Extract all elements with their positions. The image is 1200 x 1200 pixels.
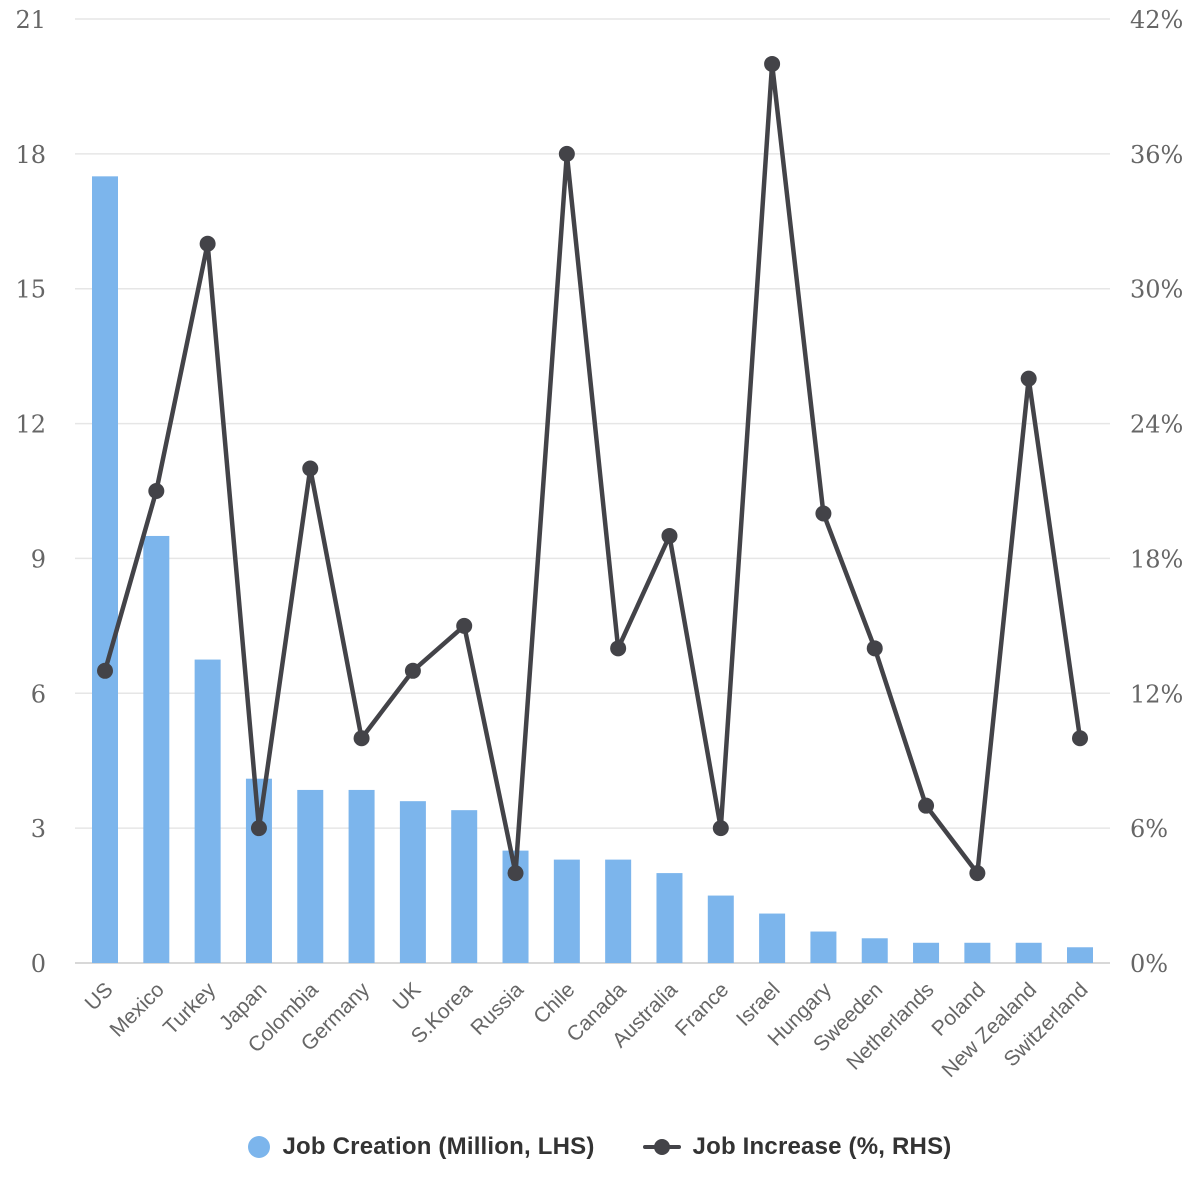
line-point-turkey[interactable] — [199, 235, 216, 252]
y-axis-tick-label-right-30: 30% — [1130, 276, 1183, 304]
y-axis-tick-label-right-18: 18% — [1130, 545, 1183, 573]
legend-item-job-increase[interactable]: Job Increase (%, RHS) — [642, 1133, 952, 1161]
bar-chile[interactable] — [553, 859, 580, 963]
bar-israel[interactable] — [759, 913, 786, 963]
y-axis-tick-label-left-3: 3 — [31, 815, 46, 843]
line-series-swatch-icon — [642, 1138, 681, 1156]
bar-us[interactable] — [92, 176, 118, 964]
bar-canada[interactable] — [605, 859, 632, 963]
line-point-poland[interactable] — [969, 865, 986, 882]
bar-poland[interactable] — [964, 942, 991, 963]
bar-turkey[interactable] — [194, 659, 221, 963]
y-axis-tick-label-left-21: 21 — [15, 6, 46, 34]
y-axis-tick-label-right-36: 36% — [1130, 141, 1183, 169]
bar-colombia[interactable] — [297, 789, 324, 963]
bar-uk[interactable] — [399, 801, 426, 963]
line-point-israel[interactable] — [764, 55, 781, 72]
x-axis-label-us: US — [81, 978, 118, 1015]
line-point-hungary[interactable] — [815, 505, 832, 522]
line-point-canada[interactable] — [610, 640, 627, 657]
bar-mexico[interactable] — [143, 535, 170, 963]
line-point-australia[interactable] — [661, 527, 678, 544]
x-axis-label-turkey: Turkey — [159, 978, 220, 1039]
x-axis-label-mexico: Mexico — [106, 978, 169, 1041]
line-point-germany[interactable] — [353, 730, 370, 747]
line-point-russia[interactable] — [507, 865, 524, 882]
x-axis-label-russia: Russia — [466, 978, 528, 1040]
y-axis-tick-label-left-12: 12 — [15, 411, 46, 439]
bar-germany[interactable] — [348, 789, 375, 963]
x-axis-label-france: France — [671, 978, 733, 1040]
line-point-uk[interactable] — [404, 662, 421, 679]
y-axis-tick-label-left-6: 6 — [31, 680, 46, 708]
chart-legend: Job Creation (Million, LHS) Job Increase… — [0, 1122, 1200, 1172]
bar-australia[interactable] — [656, 873, 683, 963]
legend-label-job-creation: Job Creation (Million, LHS) — [282, 1133, 595, 1160]
line-point-japan[interactable] — [250, 820, 267, 837]
bar-sweeden[interactable] — [861, 938, 888, 963]
y-axis-tick-label-right-24: 24% — [1130, 411, 1183, 439]
y-axis-tick-label-right-6: 6% — [1130, 815, 1168, 843]
y-axis-tick-label-left-9: 9 — [31, 545, 46, 573]
line-point-sweeden[interactable] — [866, 640, 883, 657]
legend-label-job-increase: Job Increase (%, RHS) — [692, 1133, 952, 1160]
bar-hungary[interactable] — [810, 931, 837, 963]
bar-switzerland[interactable] — [1067, 947, 1093, 963]
y-axis-tick-label-right-12: 12% — [1130, 680, 1183, 708]
y-axis-tick-label-left-0: 0 — [31, 950, 46, 978]
line-point-new-zealand[interactable] — [1020, 370, 1037, 387]
line-point-colombia[interactable] — [302, 460, 319, 477]
bar-france[interactable] — [707, 895, 734, 963]
line-point-france[interactable] — [712, 820, 729, 837]
y-axis-tick-label-left-18: 18 — [15, 141, 46, 169]
line-point-switzerland[interactable] — [1072, 730, 1088, 747]
combo-chart-svg: 0 3 6 9 12 15 18 21 0% 6% 12% 18% 24% 30% 36% 42% USMexi… — [15, 6, 1183, 1082]
line-point-us[interactable] — [97, 662, 113, 679]
bar-s-korea[interactable] — [451, 810, 478, 963]
bar-netherlands[interactable] — [913, 942, 940, 963]
line-point-chile[interactable] — [558, 145, 575, 162]
y-axis-tick-label-right-0: 0% — [1130, 950, 1168, 978]
x-axis-label-uk: UK — [389, 978, 426, 1015]
y-axis-tick-label-right-42: 42% — [1130, 6, 1183, 34]
bar-series-swatch-icon — [248, 1136, 271, 1158]
line-point-netherlands[interactable] — [918, 797, 935, 814]
line-point-s-korea[interactable] — [456, 617, 473, 634]
line-point-mexico[interactable] — [148, 483, 165, 499]
y-axis-tick-label-left-15: 15 — [15, 276, 46, 304]
bar-new-zealand[interactable] — [1015, 942, 1042, 963]
legend-item-job-creation[interactable]: Job Creation (Million, LHS) — [248, 1133, 594, 1161]
job-increase-line — [102, 61, 1083, 876]
